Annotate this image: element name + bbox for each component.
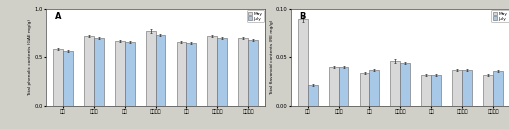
Y-axis label: Total flavonoid contents (RE mg/g): Total flavonoid contents (RE mg/g) [269, 20, 273, 95]
Legend: May, July: May, July [491, 10, 507, 22]
Y-axis label: Total phenolic contents (GAE mg/g): Total phenolic contents (GAE mg/g) [28, 19, 32, 96]
Bar [217, 38, 227, 106]
Bar [83, 36, 94, 106]
Legend: May, July: May, July [246, 10, 263, 22]
Bar [420, 75, 431, 106]
Bar [124, 42, 134, 106]
Bar [359, 73, 369, 106]
Bar [155, 35, 165, 106]
Bar [400, 63, 409, 106]
Bar [63, 51, 73, 106]
Bar [461, 70, 471, 106]
Text: A: A [54, 12, 61, 21]
Bar [451, 70, 461, 106]
Bar [238, 38, 248, 106]
Bar [297, 19, 307, 106]
Bar [338, 67, 348, 106]
Bar [492, 71, 502, 106]
Bar [186, 43, 196, 106]
Bar [146, 31, 155, 106]
Bar [328, 67, 338, 106]
Bar [176, 42, 186, 106]
Bar [307, 85, 317, 106]
Bar [369, 70, 379, 106]
Bar [431, 75, 440, 106]
Bar [94, 38, 103, 106]
Bar [482, 75, 492, 106]
Bar [390, 61, 400, 106]
Bar [248, 40, 258, 106]
Bar [207, 36, 217, 106]
Bar [115, 41, 124, 106]
Bar [53, 49, 63, 106]
Text: B: B [299, 12, 305, 21]
